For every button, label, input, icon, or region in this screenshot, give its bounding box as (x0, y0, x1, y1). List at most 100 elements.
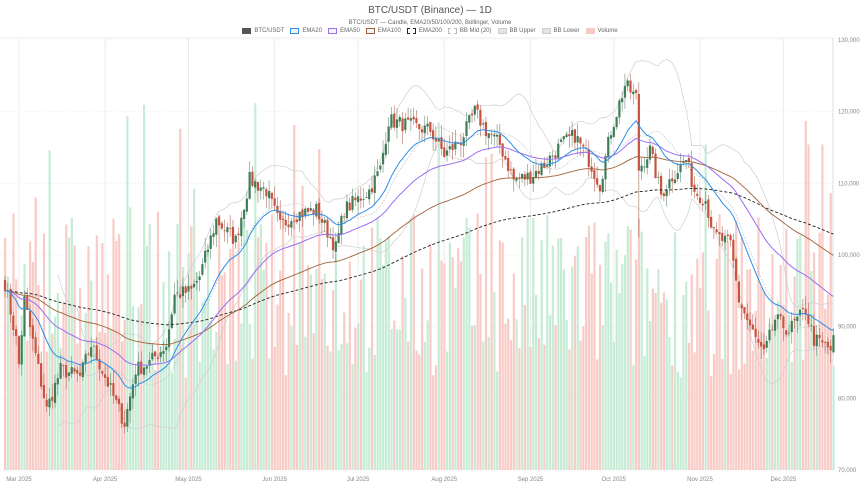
candle-body (15, 329, 18, 336)
legend-item[interactable]: EMA100 (365, 28, 401, 34)
volume-bar (526, 218, 529, 470)
candle-body (520, 173, 524, 179)
volume-bar (660, 302, 663, 470)
volume-bar (184, 377, 187, 470)
volume-bar (268, 358, 271, 470)
legend-label: BB Mid (20) (459, 28, 492, 34)
candle-body (34, 337, 37, 354)
volume-bar (145, 245, 148, 470)
candle-body (273, 198, 276, 206)
candle-body (204, 250, 207, 263)
volume-bar (204, 299, 207, 470)
volume-bar (370, 227, 374, 470)
candle-body (648, 145, 652, 160)
volume-bar (345, 343, 349, 470)
legend-item[interactable]: BB Mid (20) (447, 28, 492, 34)
candle-body (532, 177, 535, 184)
volume-bar (98, 331, 101, 470)
candle-body (359, 198, 362, 201)
candle-body (498, 134, 501, 145)
candle-body (796, 316, 799, 322)
candle-body (120, 403, 123, 424)
candle-body (276, 205, 279, 214)
candle-body (356, 196, 360, 203)
volume-bar (6, 276, 9, 470)
volume-bar (162, 282, 165, 470)
volume-bar (637, 218, 641, 470)
legend-item[interactable]: BB Lower (541, 28, 580, 34)
volume-bar (665, 299, 668, 470)
candle-body (768, 329, 771, 341)
candle-body (479, 109, 482, 126)
candle-body (154, 351, 157, 357)
candle-body (159, 352, 162, 358)
candle-body (493, 134, 496, 137)
volume-bar (743, 363, 746, 470)
volume-bar (437, 122, 440, 471)
candle-body (760, 341, 763, 347)
candle-body (495, 134, 499, 137)
candle-body (554, 155, 557, 159)
candle-body (103, 374, 107, 378)
volume-bar (790, 361, 793, 470)
volume-bar (534, 294, 538, 470)
volume-bar (735, 220, 738, 470)
volume-bar (287, 312, 290, 470)
x-tick-label: Mar 2025 (6, 477, 32, 483)
candle-body (832, 335, 835, 353)
volume-bar (498, 240, 502, 470)
candle-body (557, 143, 560, 158)
volume-bar (710, 376, 713, 470)
candle-body (17, 336, 20, 365)
legend-item[interactable]: EMA50 (328, 28, 360, 34)
candle-body (145, 366, 148, 369)
candle-body (192, 283, 196, 288)
candle-body (523, 174, 526, 180)
legend-label: EMA20 (302, 28, 323, 34)
volume-bar (787, 314, 791, 470)
volume-bar (440, 260, 443, 470)
legend-label: BB Upper (509, 28, 536, 34)
legend-item[interactable]: Volume (585, 28, 618, 34)
volume-bar (693, 352, 696, 470)
volume-bar (432, 375, 435, 470)
volume-bar (26, 340, 29, 470)
volume-bar (640, 231, 643, 470)
volume-bar (156, 211, 160, 470)
volume-bar (812, 252, 816, 470)
candle-body (443, 147, 446, 158)
candle-body (751, 324, 754, 330)
legend-item[interactable]: BTC/USDT (242, 28, 284, 34)
volume-bar (15, 279, 18, 470)
volume-bar (429, 243, 432, 470)
candle-body (418, 123, 421, 130)
candle-body (546, 165, 549, 167)
volume-bar (187, 253, 190, 470)
candle-body (740, 304, 743, 309)
volume-bar (70, 217, 73, 470)
volume-bar (418, 354, 421, 470)
candle-body (693, 184, 696, 192)
candle-body (217, 216, 221, 226)
volume-bar (671, 365, 674, 470)
candle-body (362, 199, 365, 200)
volume-bar (529, 347, 532, 470)
volume-bar (457, 247, 460, 470)
candle-body (707, 199, 710, 218)
legend-item[interactable]: BB Upper (497, 28, 536, 34)
candle-body (757, 338, 760, 343)
candle-body (245, 198, 248, 212)
legend-item[interactable]: EMA200 (406, 28, 442, 34)
candle-body (662, 193, 665, 197)
candle-body (818, 334, 821, 339)
candle-body (559, 139, 563, 142)
candle-body (676, 173, 679, 179)
volume-bar (532, 217, 535, 470)
candle-body (773, 319, 777, 331)
legend-item[interactable]: EMA20 (290, 28, 322, 34)
candle-body (354, 197, 357, 201)
volume-bar (576, 246, 579, 470)
candle-body (793, 318, 796, 321)
candle-body (762, 344, 766, 350)
candle-body (723, 236, 727, 243)
